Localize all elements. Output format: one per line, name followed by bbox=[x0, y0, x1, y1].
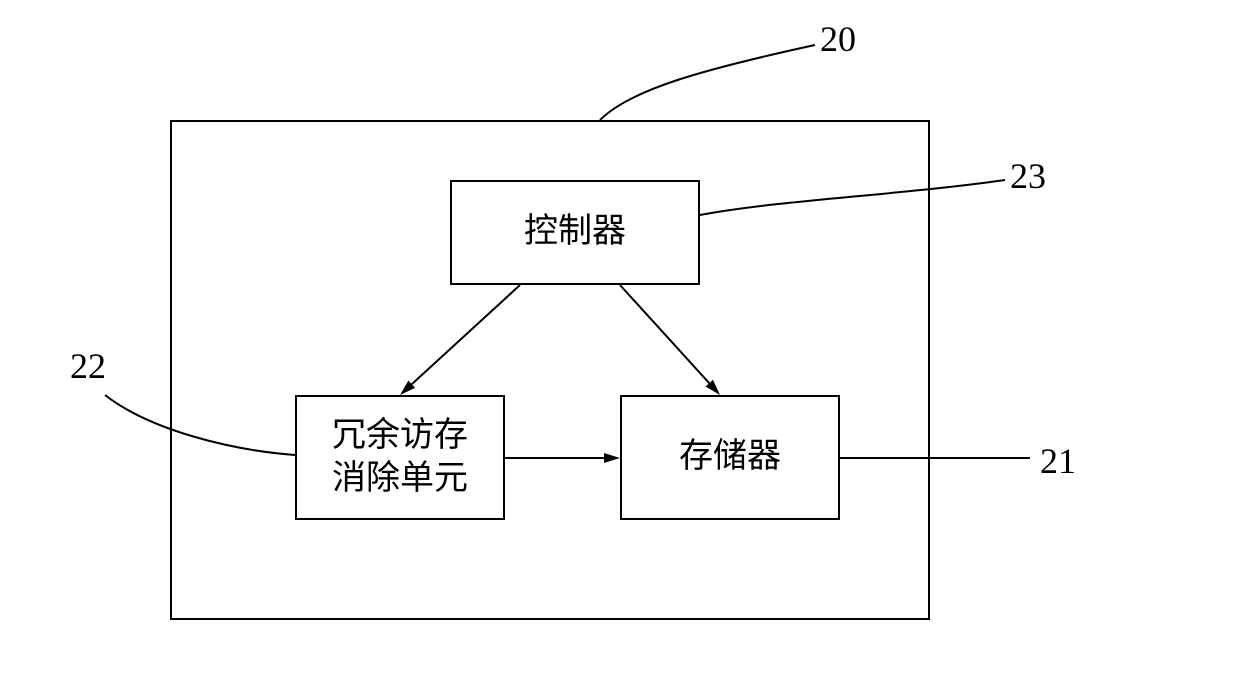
memory-node: 存储器 bbox=[620, 395, 840, 520]
memory-label: 存储器 bbox=[679, 436, 781, 479]
controller-label: 控制器 bbox=[524, 211, 626, 254]
redundant-label-line1: 冗余访存 bbox=[332, 417, 468, 454]
ref-label-21: 21 bbox=[1040, 440, 1076, 482]
ref-label-20: 20 bbox=[820, 18, 856, 60]
redundant-label-line2: 消除单元 bbox=[332, 460, 468, 497]
redundant-access-elim-node: 冗余访存 消除单元 bbox=[295, 395, 505, 520]
redundant-label: 冗余访存 消除单元 bbox=[332, 415, 468, 500]
ref-label-23: 23 bbox=[1010, 155, 1046, 197]
controller-node: 控制器 bbox=[450, 180, 700, 285]
ref-label-22: 22 bbox=[70, 345, 106, 387]
diagram-stage: 控制器 冗余访存 消除单元 存储器 20 23 22 21 bbox=[0, 0, 1240, 700]
